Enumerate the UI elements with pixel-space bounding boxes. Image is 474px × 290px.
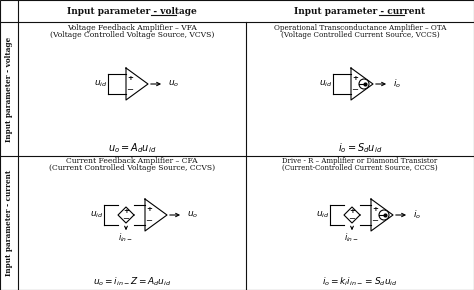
Circle shape — [359, 79, 369, 89]
Polygon shape — [145, 199, 167, 231]
Text: $u_o = A_d u_{id}$: $u_o = A_d u_{id}$ — [108, 141, 156, 155]
Text: +: + — [127, 75, 133, 81]
Text: +: + — [123, 208, 129, 214]
Text: (Current-Controlled Current Source, CCCS): (Current-Controlled Current Source, CCCS… — [282, 164, 438, 172]
Text: $i_o = S_d u_{id}$: $i_o = S_d u_{id}$ — [338, 141, 382, 155]
Text: $i_{in-}$: $i_{in-}$ — [118, 232, 134, 244]
Text: Voltage Feedback Amplifier – VFA: Voltage Feedback Amplifier – VFA — [67, 24, 197, 32]
Text: $i_o$: $i_o$ — [393, 78, 401, 90]
Text: Input parameter - current: Input parameter - current — [5, 170, 13, 276]
Text: −: − — [127, 86, 134, 95]
Text: $u_{id}$: $u_{id}$ — [316, 210, 330, 220]
Text: Operational Transconductance Amplifier – OTA: Operational Transconductance Amplifier –… — [274, 24, 446, 32]
Polygon shape — [371, 199, 393, 231]
Polygon shape — [351, 68, 373, 100]
Text: +: + — [352, 75, 358, 81]
Text: $u_{id}$: $u_{id}$ — [94, 79, 108, 89]
Text: −: − — [372, 217, 379, 226]
Text: (Voltage Controlled Current Source, VCCS): (Voltage Controlled Current Source, VCCS… — [281, 31, 439, 39]
Text: $u_o$: $u_o$ — [168, 79, 179, 89]
Text: $i_o$: $i_o$ — [413, 209, 421, 221]
Text: Input parameter - current: Input parameter - current — [294, 6, 426, 15]
Text: Drive - R – Amplifier or Diamond Transistor: Drive - R – Amplifier or Diamond Transis… — [283, 157, 438, 165]
Text: −: − — [352, 86, 358, 95]
Text: Input parameter - voltage: Input parameter - voltage — [5, 36, 13, 142]
Text: $u_o$: $u_o$ — [187, 210, 198, 220]
Text: +: + — [349, 208, 355, 214]
Circle shape — [379, 210, 389, 220]
Text: −: − — [122, 215, 129, 224]
Text: Current Feedback Amplifier – CFA: Current Feedback Amplifier – CFA — [66, 157, 198, 165]
Text: −: − — [146, 217, 153, 226]
Text: −: − — [348, 215, 356, 224]
Text: (Voltage Controlled Voltage Source, VCVS): (Voltage Controlled Voltage Source, VCVS… — [50, 31, 214, 39]
Text: +: + — [372, 206, 378, 212]
Polygon shape — [344, 207, 360, 223]
Polygon shape — [126, 68, 148, 100]
Polygon shape — [118, 207, 134, 223]
Text: $i_o = k_i i_{in-} = S_d u_{id}$: $i_o = k_i i_{in-} = S_d u_{id}$ — [322, 276, 398, 288]
Text: $u_o = i_{in-} Z = A_d u_{id}$: $u_o = i_{in-} Z = A_d u_{id}$ — [93, 276, 171, 288]
Text: Input parameter - voltage: Input parameter - voltage — [67, 6, 197, 15]
Text: (Current Controlled Voltage Source, CCVS): (Current Controlled Voltage Source, CCVS… — [49, 164, 215, 172]
Text: $u_{id}$: $u_{id}$ — [90, 210, 104, 220]
Text: +: + — [146, 206, 152, 212]
Text: $u_{id}$: $u_{id}$ — [319, 79, 333, 89]
Text: $i_{in-}$: $i_{in-}$ — [345, 232, 360, 244]
